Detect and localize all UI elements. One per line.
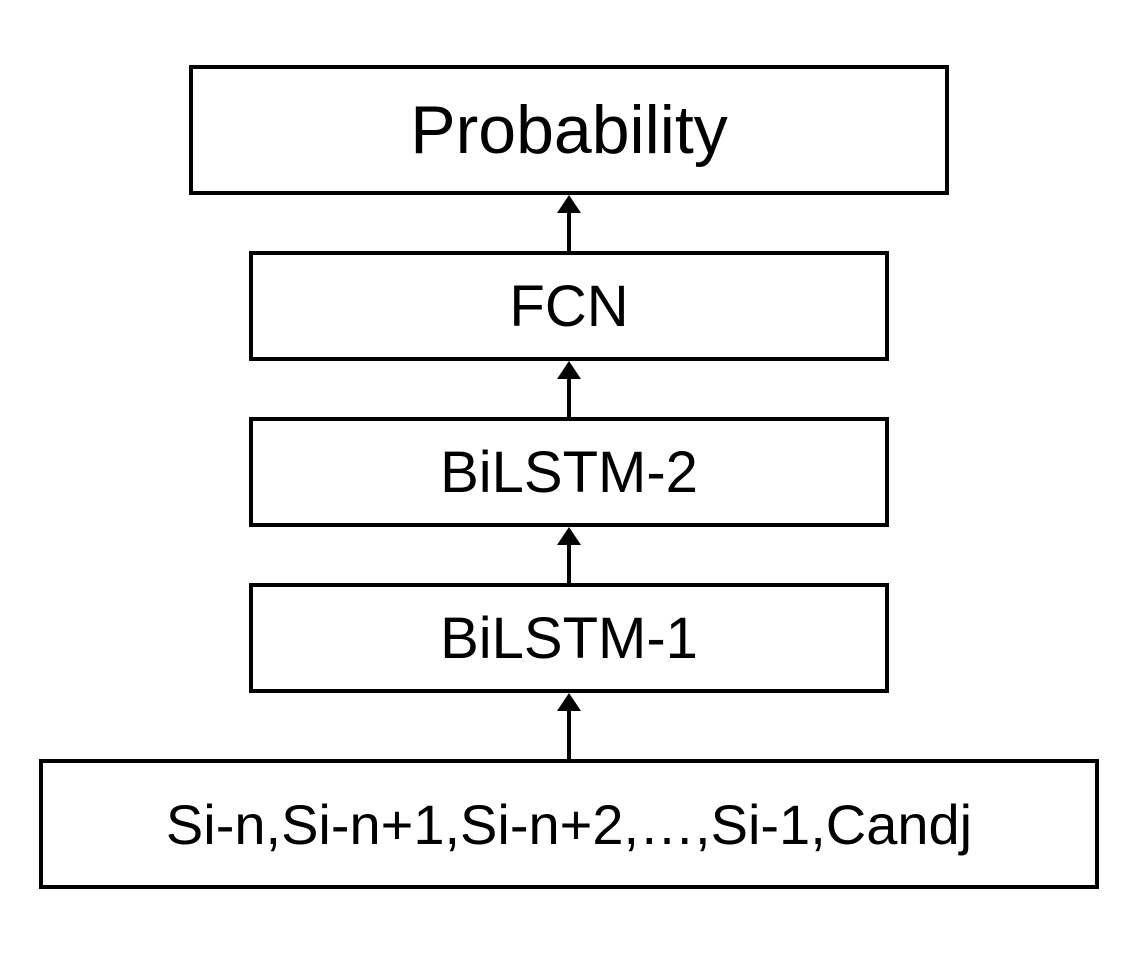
flowchart-diagram: Probability FCN BiLSTM-2 BiLSTM-1 Si-n,S… <box>39 65 1099 889</box>
node-bilstm2: BiLSTM-2 <box>249 417 889 527</box>
arrow-icon <box>557 693 581 759</box>
node-output: Probability <box>189 65 949 195</box>
arrow-icon <box>557 527 581 583</box>
node-bilstm1: BiLSTM-1 <box>249 583 889 693</box>
arrow-icon <box>557 195 581 251</box>
node-input: Si-n,Si-n+1,Si-n+2,…,Si-1,Candj <box>39 759 1099 889</box>
node-label: Si-n,Si-n+1,Si-n+2,…,Si-1,Candj <box>166 792 972 857</box>
node-label: Probability <box>410 91 728 169</box>
node-fcn: FCN <box>249 251 889 361</box>
node-label: BiLSTM-1 <box>440 605 698 672</box>
node-label: BiLSTM-2 <box>440 439 698 506</box>
arrow-icon <box>557 361 581 417</box>
node-label: FCN <box>509 273 628 340</box>
